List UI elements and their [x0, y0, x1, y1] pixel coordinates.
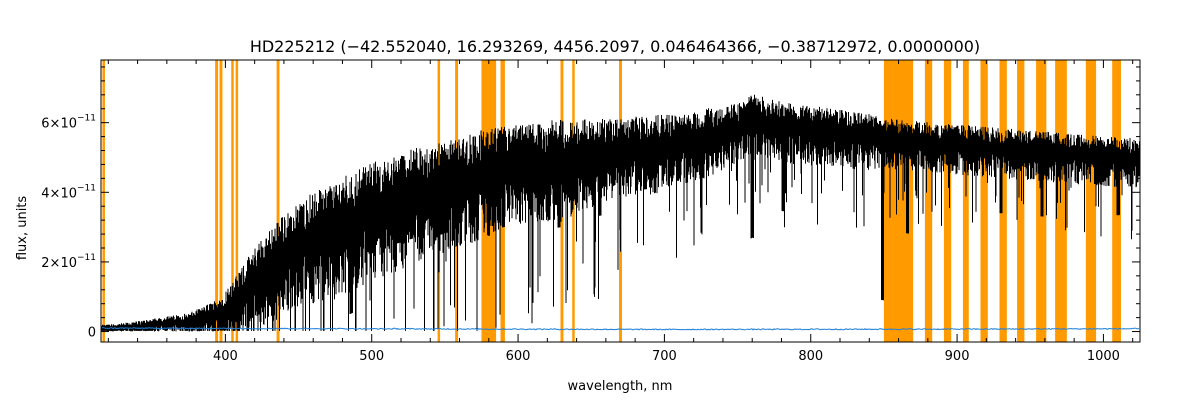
x-tick-label: 700: [652, 349, 677, 364]
masked-region-band: [276, 60, 280, 342]
y-tick-label: 2×10−11: [41, 253, 96, 271]
masked-region-band: [219, 60, 223, 342]
chart-title: HD225212 (−42.552040, 16.293269, 4456.20…: [250, 37, 980, 56]
axis-ticks: 400 500 600 700 800 900 1000 0 2×10−11 4×10−11 6×1…: [41, 60, 1140, 364]
masked-region-band: [980, 60, 988, 342]
y-axis-label: flux, units: [15, 196, 30, 261]
x-tick-label: 500: [359, 349, 384, 364]
y-tick-label: 0: [88, 326, 96, 341]
masked-region-band: [235, 60, 239, 342]
series-lines: [101, 94, 1140, 332]
masked-region-band: [999, 60, 1007, 342]
x-tick-label: 800: [798, 349, 823, 364]
x-tick-label: 400: [213, 349, 238, 364]
masked-region-band: [215, 60, 219, 342]
y-tick-label: 6×10−11: [41, 114, 96, 132]
x-axis-label: wavelength, nm: [568, 379, 673, 394]
x-tick-label: 600: [506, 349, 531, 364]
error-series-line: [102, 327, 1140, 331]
masked-region-band: [924, 60, 933, 342]
masked-region-band: [560, 60, 564, 342]
masked-region-band: [943, 60, 952, 342]
masked-region-band: [1017, 60, 1025, 342]
x-tick-label: 900: [945, 349, 970, 364]
masked-region-band: [231, 60, 234, 342]
masked-region-band: [1085, 60, 1097, 342]
y-tick-label: 4×10−11: [41, 183, 96, 201]
masked-region-band: [962, 60, 969, 342]
flux-series-line: [101, 94, 1140, 332]
x-tick-label: 1000: [1087, 349, 1120, 364]
masked-region-band: [102, 60, 105, 342]
plot-frame: [100, 59, 1141, 343]
